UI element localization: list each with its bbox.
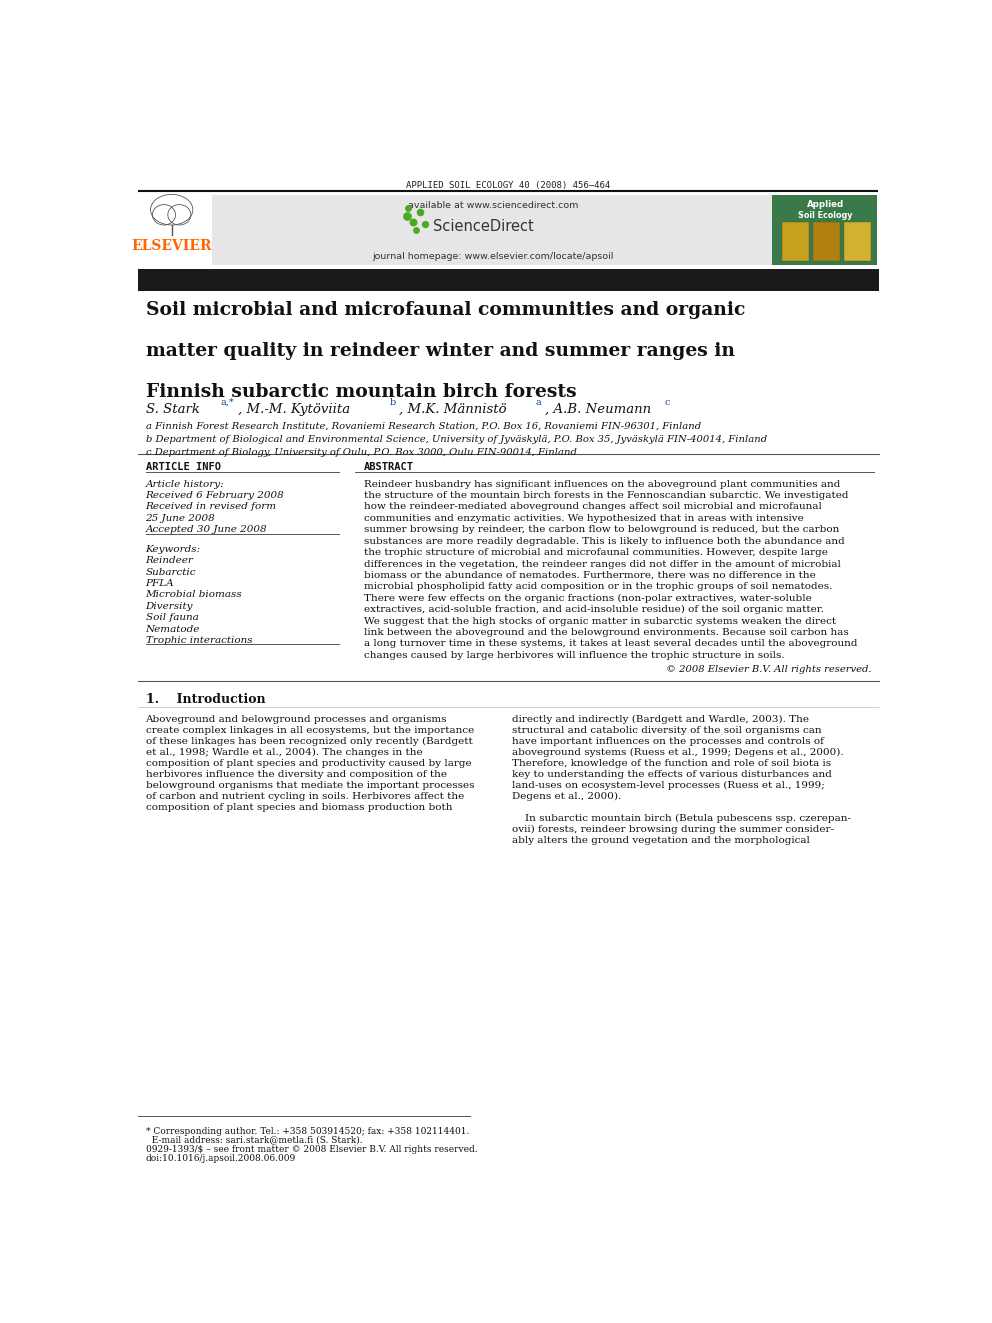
Text: of carbon and nutrient cycling in soils. Herbivores affect the: of carbon and nutrient cycling in soils.… [146, 792, 464, 802]
Text: Received in revised form: Received in revised form [146, 503, 277, 512]
Text: E-mail address: sari.stark@metla.fi (S. Stark).: E-mail address: sari.stark@metla.fi (S. … [146, 1135, 362, 1144]
Text: substances are more readily degradable. This is likely to influence both the abu: substances are more readily degradable. … [364, 537, 844, 545]
Text: composition of plant species and biomass production both: composition of plant species and biomass… [146, 803, 452, 812]
Text: summer browsing by reindeer, the carbon flow to belowground is reduced, but the : summer browsing by reindeer, the carbon … [364, 525, 839, 534]
Text: * Corresponding author. Tel.: +358 503914520; fax: +358 102114401.: * Corresponding author. Tel.: +358 50391… [146, 1127, 469, 1135]
Text: Finnish subarctic mountain birch forests: Finnish subarctic mountain birch forests [146, 382, 576, 401]
Text: the trophic structure of microbial and microfaunal communities. However, despite: the trophic structure of microbial and m… [364, 548, 827, 557]
FancyBboxPatch shape [782, 222, 809, 261]
Text: Soil microbial and microfaunal communities and organic: Soil microbial and microfaunal communiti… [146, 302, 745, 319]
Text: Aboveground and belowground processes and organisms: Aboveground and belowground processes an… [146, 716, 447, 724]
Text: , A.B. Neumann: , A.B. Neumann [546, 404, 652, 417]
Text: Applied: Applied [806, 200, 844, 209]
Text: ably alters the ground vegetation and the morphological: ably alters the ground vegetation and th… [512, 836, 810, 845]
Text: directly and indirectly (Bardgett and Wardle, 2003). The: directly and indirectly (Bardgett and Wa… [512, 716, 809, 724]
Text: ovii) forests, reindeer browsing during the summer consider-: ovii) forests, reindeer browsing during … [512, 826, 834, 835]
FancyBboxPatch shape [812, 222, 840, 261]
Text: Nematode: Nematode [146, 624, 200, 634]
Text: doi:10.1016/j.apsoil.2008.06.009: doi:10.1016/j.apsoil.2008.06.009 [146, 1154, 296, 1163]
Text: a,*: a,* [220, 398, 234, 407]
Point [409, 220, 425, 241]
Text: changes caused by large herbivores will influence the trophic structure in soils: changes caused by large herbivores will … [364, 651, 785, 660]
Point [405, 212, 421, 233]
Text: Subarctic: Subarctic [146, 568, 196, 577]
Text: Soil fauna: Soil fauna [146, 614, 198, 622]
Text: of these linkages has been recognized only recently (Bardgett: of these linkages has been recognized on… [146, 737, 472, 746]
Text: ABSTRACT: ABSTRACT [364, 462, 414, 472]
Text: ELSEVIER: ELSEVIER [131, 239, 212, 254]
Text: et al., 1998; Wardle et al., 2004). The changes in the: et al., 1998; Wardle et al., 2004). The … [146, 749, 423, 757]
Text: biomass or the abundance of nematodes. Furthermore, there was no difference in t: biomass or the abundance of nematodes. F… [364, 572, 815, 579]
Text: communities and enzymatic activities. We hypothesized that in areas with intensi: communities and enzymatic activities. We… [364, 513, 804, 523]
Text: link between the aboveground and the belowground environments. Because soil carb: link between the aboveground and the bel… [364, 628, 848, 636]
Text: S. Stark: S. Stark [146, 404, 199, 417]
Text: Microbial biomass: Microbial biomass [146, 590, 242, 599]
Text: Received 6 February 2008: Received 6 February 2008 [146, 491, 285, 500]
Text: key to understanding the effects of various disturbances and: key to understanding the effects of vari… [512, 770, 832, 779]
Text: differences in the vegetation, the reindeer ranges did not differ in the amount : differences in the vegetation, the reind… [364, 560, 841, 569]
Text: microbial phospholipid fatty acid composition or in the trophic groups of soil n: microbial phospholipid fatty acid compos… [364, 582, 832, 591]
FancyBboxPatch shape [138, 269, 879, 291]
Text: Therefore, knowledge of the function and role of soil biota is: Therefore, knowledge of the function and… [512, 759, 831, 769]
Text: We suggest that the high stocks of organic matter in subarctic systems weaken th: We suggest that the high stocks of organ… [364, 617, 836, 626]
Text: Trophic interactions: Trophic interactions [146, 636, 252, 646]
Text: extractives, acid-soluble fraction, and acid-insoluble residue) of the soil orga: extractives, acid-soluble fraction, and … [364, 605, 823, 614]
Text: © 2008 Elsevier B.V. All rights reserved.: © 2008 Elsevier B.V. All rights reserved… [666, 665, 871, 675]
Text: Reindeer: Reindeer [146, 556, 193, 565]
Point [399, 205, 415, 226]
Text: 1.    Introduction: 1. Introduction [146, 693, 265, 705]
Text: available at www.sciencedirect.com: available at www.sciencedirect.com [408, 201, 578, 209]
Text: b Department of Biological and Environmental Science, University of Jyväskylä, P: b Department of Biological and Environme… [146, 435, 767, 443]
Point [418, 213, 434, 234]
Text: Accepted 30 June 2008: Accepted 30 June 2008 [146, 525, 267, 534]
Point [401, 197, 417, 218]
Text: ScienceDirect: ScienceDirect [433, 218, 534, 234]
Text: 25 June 2008: 25 June 2008 [146, 513, 215, 523]
Text: the structure of the mountain birch forests in the Fennoscandian subarctic. We i: the structure of the mountain birch fore… [364, 491, 848, 500]
Text: PFLA: PFLA [146, 579, 175, 589]
Text: a: a [536, 398, 541, 407]
Text: Soil Ecology: Soil Ecology [798, 210, 852, 220]
Text: create complex linkages in all ecosystems, but the importance: create complex linkages in all ecosystem… [146, 726, 474, 736]
Text: ARTICLE INFO: ARTICLE INFO [146, 462, 220, 472]
Text: belowground organisms that mediate the important processes: belowground organisms that mediate the i… [146, 781, 474, 790]
FancyBboxPatch shape [843, 222, 871, 261]
Text: structural and catabolic diversity of the soil organisms can: structural and catabolic diversity of th… [512, 726, 821, 736]
FancyBboxPatch shape [772, 196, 878, 265]
Text: Degens et al., 2000).: Degens et al., 2000). [512, 792, 622, 802]
Text: c: c [665, 398, 670, 407]
Text: matter quality in reindeer winter and summer ranges in: matter quality in reindeer winter and su… [146, 343, 734, 360]
Text: Diversity: Diversity [146, 602, 193, 611]
Text: In subarctic mountain birch (Betula pubescens ssp. czerepan-: In subarctic mountain birch (Betula pube… [512, 814, 851, 823]
Text: , M.-M. Kytöviita: , M.-M. Kytöviita [238, 404, 350, 417]
Text: b: b [389, 398, 396, 407]
Text: , M.K. Männistö: , M.K. Männistö [399, 404, 507, 417]
Text: Article history:: Article history: [146, 480, 224, 488]
Text: 0929-1393/$ – see front matter © 2008 Elsevier B.V. All rights reserved.: 0929-1393/$ – see front matter © 2008 El… [146, 1144, 477, 1154]
Text: land-uses on ecosystem-level processes (Ruess et al., 1999;: land-uses on ecosystem-level processes (… [512, 781, 825, 790]
Text: APPLIED SOIL ECOLOGY 40 (2008) 456–464: APPLIED SOIL ECOLOGY 40 (2008) 456–464 [407, 181, 610, 189]
FancyBboxPatch shape [212, 196, 772, 265]
Text: c Department of Biology, University of Oulu, P.O. Box 3000, Oulu FIN-90014, Finl: c Department of Biology, University of O… [146, 448, 576, 456]
Text: aboveground systems (Ruess et al., 1999; Degens et al., 2000).: aboveground systems (Ruess et al., 1999;… [512, 749, 844, 757]
Text: Reindeer husbandry has significant influences on the aboveground plant communiti: Reindeer husbandry has significant influ… [364, 480, 840, 488]
Text: a long turnover time in these systems, it takes at least several decades until t: a long turnover time in these systems, i… [364, 639, 857, 648]
Text: have important influences on the processes and controls of: have important influences on the process… [512, 737, 824, 746]
Text: Keywords:: Keywords: [146, 545, 200, 554]
Text: a Finnish Forest Research Institute, Rovaniemi Research Station, P.O. Box 16, Ro: a Finnish Forest Research Institute, Rov… [146, 422, 700, 430]
Text: journal homepage: www.elsevier.com/locate/apsoil: journal homepage: www.elsevier.com/locat… [372, 253, 614, 262]
Text: There were few effects on the organic fractions (non-polar extractives, water-so: There were few effects on the organic fr… [364, 594, 811, 603]
Text: how the reindeer-mediated aboveground changes affect soil microbial and microfau: how the reindeer-mediated aboveground ch… [364, 503, 821, 512]
Text: herbivores influence the diversity and composition of the: herbivores influence the diversity and c… [146, 770, 446, 779]
Text: composition of plant species and productivity caused by large: composition of plant species and product… [146, 759, 471, 769]
Point [412, 201, 428, 222]
